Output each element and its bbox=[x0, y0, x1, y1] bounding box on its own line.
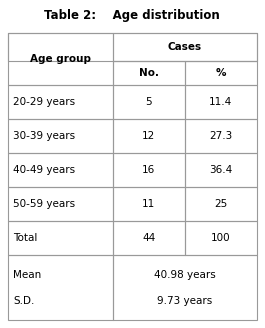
Text: Table 2:    Age distribution: Table 2: Age distribution bbox=[44, 10, 220, 23]
Text: 100: 100 bbox=[211, 233, 231, 243]
Bar bbox=[8, 85, 113, 119]
Bar bbox=[185, 85, 257, 119]
Text: 30-39 years: 30-39 years bbox=[13, 131, 75, 141]
Text: 27.3: 27.3 bbox=[209, 131, 232, 141]
Text: 11: 11 bbox=[142, 199, 155, 209]
Text: 40-49 years: 40-49 years bbox=[13, 165, 75, 175]
Text: 16: 16 bbox=[142, 165, 155, 175]
Text: 50-59 years: 50-59 years bbox=[13, 199, 75, 209]
Bar bbox=[113, 221, 185, 255]
Text: Cases: Cases bbox=[168, 42, 202, 52]
Bar bbox=[113, 153, 185, 187]
Text: 20-29 years: 20-29 years bbox=[13, 97, 75, 107]
Bar bbox=[113, 61, 185, 85]
Text: S.D.: S.D. bbox=[13, 296, 34, 305]
Bar bbox=[113, 255, 257, 320]
Bar bbox=[185, 153, 257, 187]
Bar bbox=[8, 119, 113, 153]
Text: 11.4: 11.4 bbox=[209, 97, 232, 107]
Text: Mean: Mean bbox=[13, 270, 41, 279]
Text: Total: Total bbox=[13, 233, 37, 243]
Bar bbox=[185, 61, 257, 85]
Text: No.: No. bbox=[139, 68, 159, 78]
Bar bbox=[8, 187, 113, 221]
Bar bbox=[113, 85, 185, 119]
Bar bbox=[8, 221, 113, 255]
Text: Age group: Age group bbox=[30, 54, 91, 64]
Text: 44: 44 bbox=[142, 233, 155, 243]
Bar bbox=[8, 33, 113, 85]
Text: 9.73 years: 9.73 years bbox=[157, 296, 213, 305]
Bar bbox=[8, 255, 113, 320]
Text: 5: 5 bbox=[145, 97, 152, 107]
Bar bbox=[113, 33, 257, 61]
Bar bbox=[113, 187, 185, 221]
Bar bbox=[185, 187, 257, 221]
Bar bbox=[185, 119, 257, 153]
Bar bbox=[8, 153, 113, 187]
Bar bbox=[113, 119, 185, 153]
Text: 40.98 years: 40.98 years bbox=[154, 270, 216, 279]
Text: 25: 25 bbox=[214, 199, 228, 209]
Text: 12: 12 bbox=[142, 131, 155, 141]
Bar bbox=[8, 33, 257, 61]
Text: 36.4: 36.4 bbox=[209, 165, 232, 175]
Text: %: % bbox=[216, 68, 226, 78]
Bar bbox=[185, 221, 257, 255]
